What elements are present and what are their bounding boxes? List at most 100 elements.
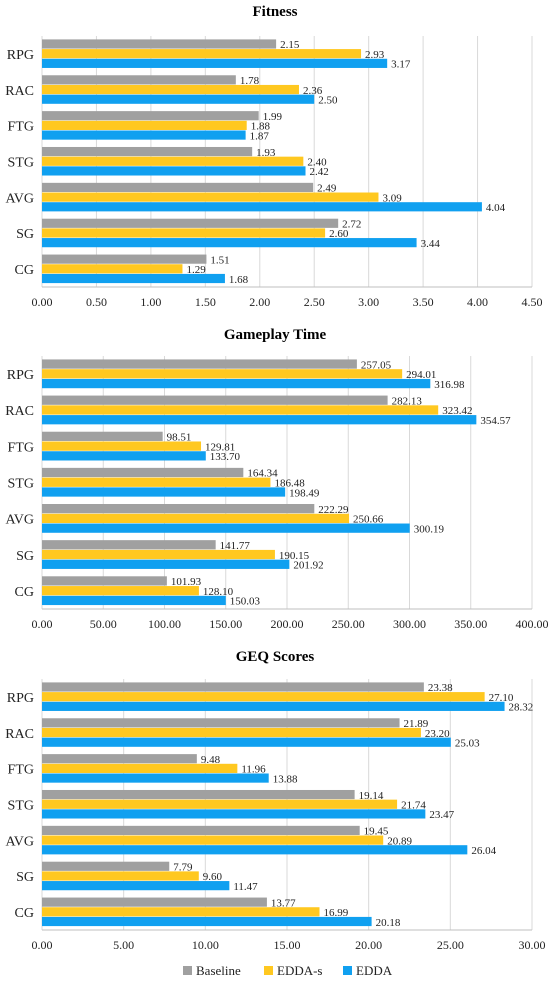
x-tick-label: 2.00	[249, 295, 270, 309]
data-label: 129.81	[205, 441, 235, 453]
data-label: 2.49	[317, 183, 337, 195]
bar-edda-s	[42, 871, 199, 881]
x-tick-label: 0.50	[86, 295, 107, 309]
bar-edda-s	[42, 549, 275, 560]
bar-baseline	[42, 75, 236, 85]
x-tick-label: 3.00	[358, 295, 379, 309]
bar-baseline	[42, 218, 339, 228]
data-label: 19.14	[359, 790, 384, 802]
category-label: RPG	[7, 368, 34, 383]
bar-edda	[42, 737, 451, 747]
bar-baseline	[42, 897, 267, 907]
legend-label: EDDA-s	[277, 963, 323, 978]
bar-edda	[42, 559, 290, 569]
data-label: 257.05	[361, 359, 392, 371]
data-label: 21.89	[404, 718, 429, 730]
bar-edda-s	[42, 192, 379, 202]
bar-edda	[42, 916, 372, 927]
bar-edda-s	[42, 477, 271, 487]
data-label: 98.51	[167, 432, 192, 444]
data-label: 133.70	[210, 451, 241, 463]
x-tick-label: 10.00	[192, 938, 219, 952]
category-label: AVG	[5, 191, 34, 206]
bar-baseline	[42, 504, 315, 514]
data-label: 2.72	[342, 219, 361, 231]
data-label: 3.17	[391, 59, 411, 71]
data-label: 1.68	[229, 274, 249, 286]
data-label: 198.49	[289, 487, 320, 499]
bar-edda	[42, 845, 468, 855]
legend: Baseline EDDA-s EDDA	[183, 963, 393, 978]
bar-edda-s	[42, 156, 304, 166]
legend-swatch	[264, 966, 273, 975]
data-label: 21.74	[401, 800, 426, 812]
x-tick-label: 50.00	[90, 617, 117, 631]
bar-baseline	[42, 540, 216, 550]
data-label: 2.36	[303, 85, 323, 97]
data-label: 23.47	[429, 809, 454, 821]
category-label: FTG	[8, 440, 34, 455]
category-label: STG	[8, 799, 34, 814]
category-label: FTG	[8, 120, 34, 135]
category-label: SG	[16, 549, 34, 564]
data-label: 2.15	[280, 39, 300, 51]
bar-edda	[42, 881, 230, 891]
bar-baseline	[42, 718, 400, 728]
x-tick-label: 3.50	[413, 295, 434, 309]
x-tick-label: 300.00	[393, 617, 426, 631]
data-label: 11.47	[233, 881, 258, 893]
data-label: 186.48	[274, 478, 305, 490]
bar-baseline	[42, 467, 244, 478]
x-tick-label: 20.00	[355, 938, 382, 952]
category-label: SG	[16, 227, 34, 242]
data-label: 25.03	[455, 737, 480, 749]
legend-label: Baseline	[196, 963, 241, 978]
bar-edda-s	[42, 120, 247, 130]
x-tick-label: 0.00	[32, 295, 53, 309]
data-label: 323.42	[442, 405, 472, 417]
x-tick-label: 1.00	[140, 295, 161, 309]
data-label: 3.09	[382, 192, 402, 204]
category-label: SG	[16, 870, 34, 885]
category-label: RAC	[5, 404, 34, 419]
data-label: 1.93	[256, 147, 276, 159]
bar-edda-s	[42, 405, 439, 415]
chart-title: GEQ Scores	[236, 649, 315, 665]
category-label: RAC	[5, 84, 34, 99]
x-tick-label: 250.00	[332, 617, 365, 631]
bar-baseline	[42, 682, 424, 692]
data-label: 190.15	[279, 550, 310, 562]
data-label: 16.99	[324, 907, 349, 919]
bar-edda	[42, 773, 269, 783]
x-tick-label: 15.00	[274, 938, 301, 952]
bar-edda-s	[42, 264, 183, 274]
bar-edda-s	[42, 441, 202, 451]
category-label: RPG	[7, 691, 34, 706]
chart-title: Gameplay Time	[224, 327, 327, 343]
data-label: 23.20	[425, 728, 450, 740]
category-label: CG	[15, 585, 34, 600]
x-tick-label: 5.00	[113, 938, 134, 952]
bar-baseline	[42, 861, 170, 871]
bar-baseline	[42, 39, 277, 49]
data-label: 300.19	[414, 523, 445, 535]
x-tick-label: 350.00	[454, 617, 487, 631]
category-label: STG	[8, 156, 34, 171]
data-label: 19.45	[364, 826, 389, 838]
data-label: 282.13	[392, 395, 423, 407]
data-label: 354.57	[480, 415, 511, 427]
bar-baseline	[42, 431, 163, 441]
data-label: 2.42	[310, 166, 329, 178]
bar-edda	[42, 273, 225, 284]
category-label: RAC	[5, 727, 34, 742]
data-label: 150.03	[230, 596, 261, 608]
data-label: 9.48	[201, 754, 221, 766]
data-label: 128.10	[203, 586, 234, 598]
bar-baseline	[42, 395, 388, 405]
data-label: 11.96	[241, 764, 266, 776]
bar-edda	[42, 487, 286, 497]
data-label: 1.88	[251, 121, 271, 133]
data-label: 9.60	[203, 871, 223, 883]
bar-edda	[42, 415, 477, 425]
